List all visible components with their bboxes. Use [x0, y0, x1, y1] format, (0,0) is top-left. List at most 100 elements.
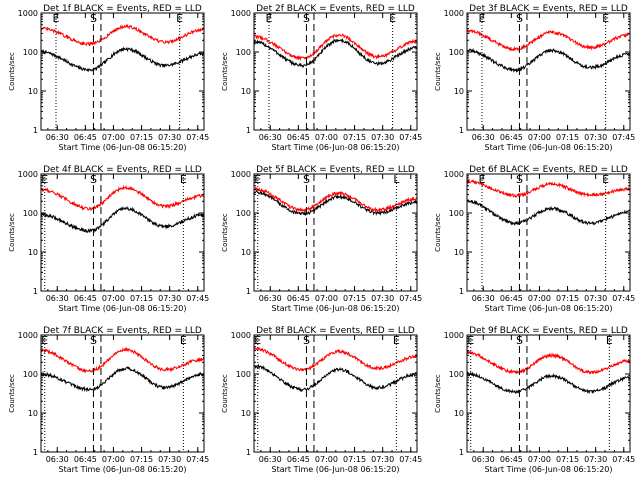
y-tick-label: 1000 — [18, 9, 38, 18]
y-tick-label: 100 — [449, 370, 464, 379]
series-line-events — [254, 189, 417, 216]
series-line-events — [254, 363, 417, 393]
x-tick-label: 06:45 — [500, 133, 523, 142]
x-tick-label: 06:30 — [46, 294, 69, 303]
x-axis-label: Start Time (06-Jun-08 06:15:20) — [485, 143, 613, 152]
x-tick-label: 07:30 — [158, 455, 181, 464]
y-tick-label: 100 — [236, 209, 251, 218]
x-tick-label: 06:45 — [500, 455, 523, 464]
x-tick-label: 07:45 — [399, 455, 422, 464]
chart-title: Det 4f BLACK = Events, RED = LLD — [43, 165, 202, 175]
marker-label: E — [176, 12, 183, 25]
y-tick-label: 10 — [241, 87, 251, 96]
y-tick-label: 1000 — [231, 9, 251, 18]
series-line-lld — [467, 178, 630, 198]
x-tick-label: 07:30 — [584, 294, 607, 303]
marker-label: E — [180, 173, 187, 186]
series-line-events — [41, 46, 204, 73]
marker-label: E — [606, 334, 613, 347]
x-tick-label: 07:15 — [343, 294, 366, 303]
x-tick-label: 07:30 — [371, 294, 394, 303]
x-tick-label: 06:30 — [46, 455, 69, 464]
marker-label: E — [266, 12, 273, 25]
x-tick-label: 07:15 — [130, 455, 153, 464]
series-line-lld — [254, 33, 417, 62]
marker-label: E — [479, 173, 486, 186]
y-tick-label: 100 — [449, 48, 464, 57]
x-tick-label: 07:30 — [158, 294, 181, 303]
marker-label: E — [53, 12, 60, 25]
y-axis-label: Counts/sec — [221, 52, 229, 91]
x-axis-label: Start Time (06-Jun-08 06:15:20) — [59, 465, 187, 474]
y-tick-label: 100 — [236, 370, 251, 379]
marker-label: S — [516, 12, 523, 25]
x-axis-label: Start Time (06-Jun-08 06:15:20) — [272, 465, 400, 474]
series-line-events — [467, 199, 630, 227]
series-line-lld — [467, 350, 630, 375]
y-tick-label: 10 — [241, 409, 251, 418]
series-group — [254, 33, 417, 68]
x-tick-label: 07:45 — [186, 133, 209, 142]
marker-label: S — [303, 12, 310, 25]
y-tick-label: 1 — [246, 126, 251, 135]
marker-label: E — [389, 12, 396, 25]
y-tick-label: 1000 — [444, 331, 464, 340]
y-axis-label: Counts/sec — [434, 213, 442, 252]
series-line-lld — [467, 29, 630, 52]
marker-label: E — [479, 12, 486, 25]
y-tick-label: 10 — [454, 409, 464, 418]
series-group — [467, 178, 630, 227]
y-axis-label: Counts/sec — [221, 213, 229, 252]
x-tick-label: 07:45 — [399, 294, 422, 303]
x-tick-label: 07:15 — [556, 294, 579, 303]
y-axis-label: Counts/sec — [434, 374, 442, 413]
x-axis-label: Start Time (06-Jun-08 06:15:20) — [272, 304, 400, 313]
chart-title: Det 9f BLACK = Events, RED = LLD — [469, 326, 628, 336]
series-line-lld — [254, 346, 417, 372]
series-line-events — [467, 47, 630, 74]
x-tick-label: 07:30 — [371, 455, 394, 464]
y-axis-label: Counts/sec — [8, 213, 16, 252]
marker-label: E — [254, 173, 261, 186]
x-tick-label: 06:45 — [287, 133, 310, 142]
chart-title: Det 2f BLACK = Events, RED = LLD — [256, 4, 415, 14]
x-tick-label: 06:45 — [74, 133, 97, 142]
x-tick-label: 07:45 — [186, 294, 209, 303]
marker-label: E — [467, 334, 474, 347]
series-group — [254, 346, 417, 393]
chart-title: Det 1f BLACK = Events, RED = LLD — [43, 4, 202, 14]
y-tick-label: 1000 — [18, 331, 38, 340]
x-tick-label: 07:15 — [556, 455, 579, 464]
y-tick-label: 10 — [28, 248, 38, 257]
y-axis-label: Counts/sec — [8, 374, 16, 413]
marker-label: E — [41, 173, 48, 186]
marker-label: S — [516, 334, 523, 347]
plot-frame — [40, 173, 205, 292]
x-tick-label: 07:45 — [612, 455, 635, 464]
chart-title: Det 6f BLACK = Events, RED = LLD — [469, 165, 628, 175]
series-line-lld — [41, 184, 204, 211]
x-tick-label: 06:30 — [259, 455, 282, 464]
x-tick-label: 07:45 — [612, 133, 635, 142]
y-tick-label: 10 — [241, 248, 251, 257]
y-tick-label: 1 — [459, 126, 464, 135]
x-tick-label: 06:30 — [472, 455, 495, 464]
x-tick-label: 07:00 — [528, 294, 551, 303]
y-tick-label: 1 — [246, 287, 251, 296]
x-tick-label: 06:30 — [259, 133, 282, 142]
x-tick-label: 06:45 — [500, 294, 523, 303]
marker-label: E — [602, 12, 609, 25]
marker-label: E — [41, 334, 48, 347]
chart-title: Det 8f BLACK = Events, RED = LLD — [256, 326, 415, 336]
series-group — [467, 350, 630, 395]
x-tick-label: 07:45 — [186, 455, 209, 464]
marker-label: S — [516, 173, 523, 186]
x-tick-label: 07:00 — [102, 294, 125, 303]
chart-title: Det 5f BLACK = Events, RED = LLD — [256, 165, 415, 175]
x-tick-label: 06:30 — [46, 133, 69, 142]
x-tick-label: 07:30 — [584, 455, 607, 464]
y-tick-label: 1000 — [231, 170, 251, 179]
y-tick-label: 1 — [33, 126, 38, 135]
